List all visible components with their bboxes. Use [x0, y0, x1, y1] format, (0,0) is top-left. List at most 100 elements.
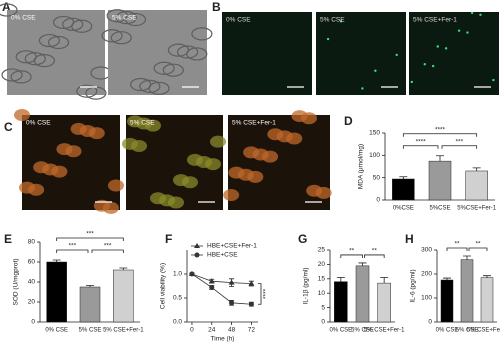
y-axis-label: IL-1β (pg/ml) — [303, 268, 310, 305]
x-tick-label: 5% CSE+Fer-1 — [467, 328, 500, 334]
cell — [33, 161, 50, 174]
texture — [177, 45, 199, 59]
significance-bracket — [364, 254, 385, 258]
texture — [101, 29, 123, 43]
micrograph — [108, 10, 207, 95]
cell — [122, 137, 138, 150]
texture — [110, 31, 132, 45]
texture — [15, 50, 37, 64]
texture — [0, 3, 18, 17]
significance-label: *** — [104, 243, 112, 250]
cell — [56, 143, 73, 156]
error-bar — [472, 167, 481, 171]
signal — [479, 13, 482, 16]
significance-bracket — [91, 249, 124, 253]
x-tick-label: 5% CSE — [79, 328, 102, 334]
panel-letter: D — [344, 114, 353, 128]
significance-bracket — [56, 249, 89, 253]
x-tick-label: 5% CSE+Fer-1 — [364, 328, 405, 334]
panel-letter: B — [212, 0, 221, 14]
x-tick-label: 5%CSE+Fer-1 — [457, 206, 497, 212]
texture — [24, 52, 46, 66]
bar — [428, 160, 452, 201]
y-axis-label: SOD (U/mgprot) — [13, 259, 20, 306]
signal — [423, 63, 426, 66]
y-tick-label: 0.5 — [173, 295, 182, 302]
texture — [106, 9, 128, 23]
bar — [377, 282, 391, 323]
y-tick-label: 40 — [28, 279, 36, 286]
axis — [186, 250, 258, 323]
bar — [355, 265, 370, 323]
marker — [194, 252, 200, 258]
texture — [153, 61, 175, 75]
texture — [10, 70, 32, 84]
cell — [70, 122, 87, 135]
marker — [189, 271, 195, 277]
cell — [243, 146, 260, 159]
y-tick-label: 80 — [28, 239, 36, 246]
error-bar — [483, 275, 491, 278]
signal — [395, 53, 398, 57]
error-bar — [399, 176, 408, 180]
y-axis-label: IL-6 (pg/ml) — [410, 269, 417, 302]
texture — [130, 77, 152, 92]
cell — [267, 128, 284, 141]
significance-bracket — [340, 254, 363, 258]
significance-bracket — [402, 145, 439, 149]
legend-label: HBE+CSE+Fer-1 — [207, 243, 257, 250]
x-tick-label: 72 — [248, 327, 256, 334]
micrograph — [222, 12, 312, 95]
bar — [334, 281, 348, 323]
y-tick-label: 0 — [31, 319, 35, 326]
signal — [410, 80, 413, 84]
marker — [208, 278, 215, 284]
image-label: 0% CSE — [226, 17, 251, 24]
y-tick-label: 300 — [421, 247, 432, 254]
y-tick-label: 100 — [421, 295, 432, 302]
cell — [127, 115, 143, 128]
y-tick-label: 20 — [318, 261, 326, 268]
cell — [19, 181, 36, 194]
y-tick-label: 10 — [318, 290, 326, 297]
bar — [460, 259, 474, 323]
significance-label: *** — [69, 243, 77, 250]
error-bar — [380, 276, 389, 284]
significance-bracket — [446, 247, 468, 251]
significance-label: ** — [349, 248, 355, 255]
x-tick-label: 5%CSE — [429, 206, 450, 212]
marker — [248, 301, 254, 307]
significance-label: *** — [86, 231, 94, 238]
panel-letter: H — [405, 232, 414, 246]
cell — [210, 135, 226, 148]
significance-label: *** — [456, 138, 464, 145]
signal — [374, 69, 377, 72]
error-bar — [119, 267, 128, 270]
series-line — [191, 273, 252, 284]
bar — [480, 277, 494, 323]
panel-letter: A — [2, 0, 11, 14]
y-tick-label: 20 — [28, 299, 36, 306]
image-label: 5% CSE — [320, 17, 345, 24]
signal — [361, 87, 364, 90]
cell — [291, 110, 308, 123]
significance-label: **** — [435, 126, 446, 133]
y-tick-label: 25 — [318, 247, 326, 254]
signal — [466, 31, 469, 34]
image-label: 5% CSE — [112, 15, 137, 22]
x-tick-label: 48 — [228, 327, 236, 334]
image-label: 0% CSE — [11, 15, 36, 22]
texture — [1, 68, 23, 82]
x-tick-label: 0%CSE — [393, 206, 414, 212]
bar — [392, 178, 415, 201]
cell — [173, 174, 189, 187]
x-axis-label: Time (h) — [211, 336, 235, 343]
bar — [440, 279, 454, 323]
micrograph — [409, 12, 499, 95]
y-tick-label: 0.0 — [173, 319, 182, 326]
cell — [187, 153, 203, 166]
y-tick-label: 0 — [428, 319, 432, 326]
texture — [47, 35, 70, 50]
error-bar — [463, 255, 471, 260]
